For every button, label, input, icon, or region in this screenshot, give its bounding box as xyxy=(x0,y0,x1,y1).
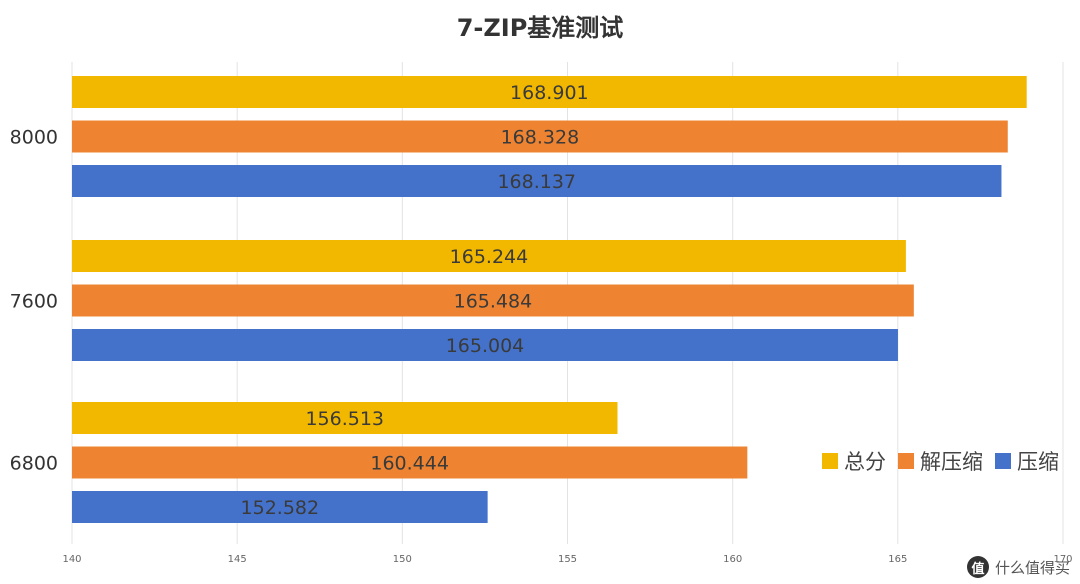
category-label-6800: 6800 xyxy=(10,453,58,475)
x-tick-label-165: 165 xyxy=(888,554,907,565)
legend-item-decompress: 解压缩 xyxy=(898,446,983,476)
category-label-8000: 8000 xyxy=(10,127,58,149)
x-tick-label-170: 170 xyxy=(1053,554,1072,565)
bar-7600-总分 xyxy=(72,240,906,272)
bar-7600-解压缩 xyxy=(72,284,914,317)
legend-label-compress: 压缩 xyxy=(1017,450,1059,474)
bar-6800-压缩 xyxy=(72,491,488,523)
x-tick-label-145: 145 xyxy=(228,554,247,565)
bar-7600-压缩 xyxy=(72,329,898,361)
x-tick-label-155: 155 xyxy=(558,554,577,565)
chart-title: 7-ZIP基准测试 xyxy=(456,14,624,42)
bar-6800-解压缩 xyxy=(72,446,748,479)
data-label-8000-压缩: 168.137 xyxy=(497,171,576,193)
data-label-8000-解压缩: 168.328 xyxy=(501,127,580,149)
legend-label-total: 总分 xyxy=(844,450,886,474)
chart-legend: 总分 解压缩 压缩 xyxy=(822,446,1059,476)
watermark: 值 什么值得买 xyxy=(966,556,1070,578)
legend-item-compress: 压缩 xyxy=(995,446,1059,476)
x-tick-label-140: 140 xyxy=(62,554,81,565)
data-label-7600-解压缩: 165.484 xyxy=(454,291,533,313)
data-label-7600-总分: 165.244 xyxy=(450,246,529,268)
data-label-6800-解压缩: 160.444 xyxy=(370,453,449,475)
bar-8000-解压缩 xyxy=(72,120,1008,153)
bar-8000-总分 xyxy=(72,76,1027,108)
legend-swatch-decompress xyxy=(898,453,914,469)
bar-8000-压缩 xyxy=(72,165,1002,197)
data-label-6800-总分: 156.513 xyxy=(305,408,384,430)
legend-item-total: 总分 xyxy=(822,446,886,476)
data-label-8000-总分: 168.901 xyxy=(510,82,589,104)
x-tick-label-150: 150 xyxy=(393,554,412,565)
data-label-7600-压缩: 165.004 xyxy=(446,335,525,357)
category-label-7600: 7600 xyxy=(10,291,58,313)
watermark-logo-icon: 值 xyxy=(966,556,989,578)
legend-swatch-compress xyxy=(995,453,1011,469)
watermark-text: 什么值得买 xyxy=(994,558,1070,577)
legend-swatch-total xyxy=(822,453,838,469)
data-label-6800-压缩: 152.582 xyxy=(241,497,320,519)
x-tick-label-160: 160 xyxy=(723,554,742,565)
bar-6800-总分 xyxy=(72,402,618,434)
legend-label-decompress: 解压缩 xyxy=(920,450,983,474)
